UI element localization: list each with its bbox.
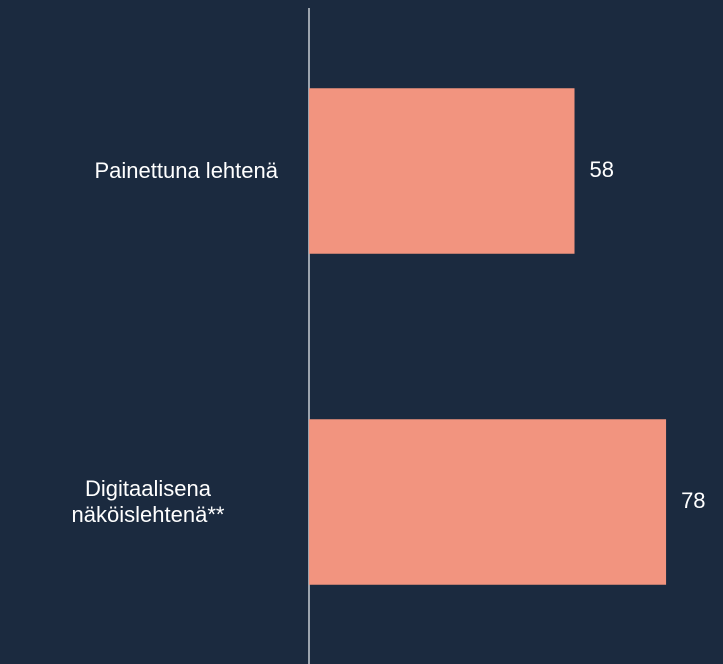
value-label: 58 [590, 157, 614, 182]
bar [309, 88, 575, 254]
value-label: 78 [681, 488, 705, 513]
bar [309, 419, 667, 585]
category-label: Digitaalisena näköislehtenä** [71, 476, 225, 527]
category-label: Painettuna lehtenä [94, 158, 279, 183]
